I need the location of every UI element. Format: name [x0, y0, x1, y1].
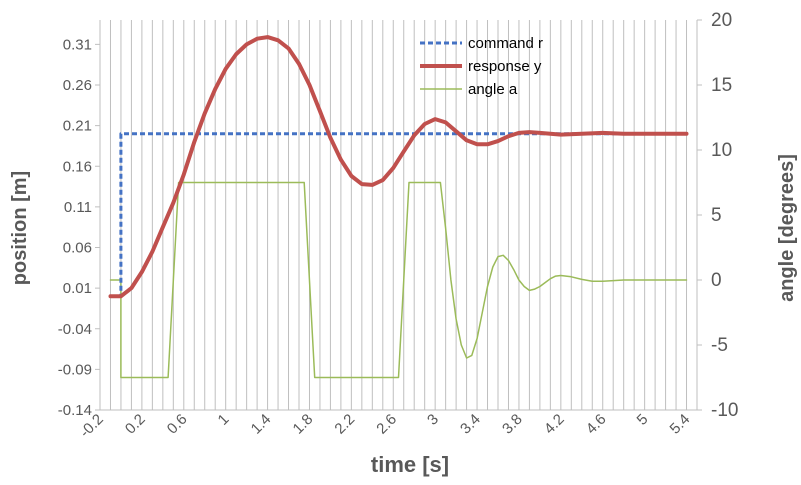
y-right-tick-label: -5 — [711, 335, 728, 356]
series-line-angle-a — [109, 181, 688, 379]
y-left-tick-label: 0.26 — [63, 77, 92, 94]
y-right-tick-labels: -10 -5 0 5 10 15 20 — [697, 10, 738, 421]
y-left-tick-label: -0.09 — [58, 361, 92, 378]
y-left-tick-label: -0.14 — [58, 402, 92, 419]
y-right-tick-label: 10 — [711, 140, 732, 161]
y-right-tick-label: 5 — [711, 205, 722, 226]
legend-label-command-r: command r — [468, 35, 543, 52]
y-right-axis-title: angle [degrees] — [776, 154, 798, 302]
y-left-tick-label: 0.01 — [63, 280, 92, 297]
legend-label-response-y: response y — [468, 58, 542, 75]
y-left-tick-label: 0.11 — [64, 199, 92, 216]
y-left-tick-label: 0.21 — [63, 118, 92, 135]
y-left-tick-label: 0.06 — [63, 240, 92, 257]
y-right-tick-label: 15 — [711, 75, 732, 96]
y-left-tick-label: -0.04 — [58, 321, 92, 338]
legend-label-angle-a: angle a — [468, 81, 518, 98]
x-axis-title: time [s] — [371, 452, 449, 477]
series-lines — [108, 35, 689, 379]
legend: command r response y angle a — [420, 35, 543, 98]
y-left-axis-title: position [m] — [9, 171, 31, 285]
y-left-tick-label: 0.16 — [63, 158, 92, 175]
series-line-command-r — [110, 132, 687, 298]
y-right-tick-label: 20 — [711, 10, 732, 31]
y-right-tick-label: 0 — [711, 270, 722, 291]
vertical-gridlines — [99, 20, 688, 410]
series-line-response-y — [108, 35, 689, 299]
y-right-tick-label: -10 — [711, 400, 738, 421]
y-left-tick-label: 0.31 — [63, 36, 92, 53]
y-left-tick-labels: -0.14 -0.09 -0.04 0.01 0.06 0.11 0.16 0.21 0.26 0… — [58, 36, 100, 419]
